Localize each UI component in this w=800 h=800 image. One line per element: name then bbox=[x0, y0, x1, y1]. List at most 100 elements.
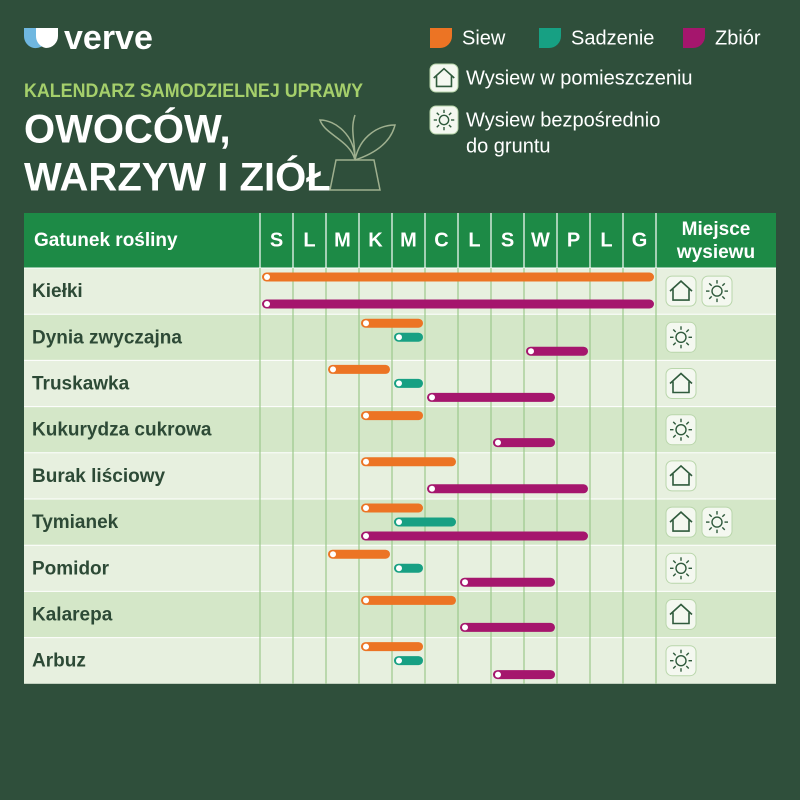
sun-ray bbox=[721, 513, 726, 518]
title-line: OWOCÓW, bbox=[24, 106, 231, 152]
plant-name: Kalarepa bbox=[32, 605, 113, 626]
month-label: S bbox=[270, 229, 283, 251]
bar-start-dot bbox=[396, 519, 402, 525]
sun-ray bbox=[685, 434, 690, 438]
bar-start-dot bbox=[495, 439, 501, 446]
activity-bar bbox=[427, 484, 588, 494]
legend-label: Siew bbox=[462, 27, 506, 49]
bar-start-dot bbox=[363, 643, 369, 650]
sun-ray bbox=[685, 665, 690, 669]
activity-bar bbox=[394, 563, 423, 573]
month-label: L bbox=[468, 229, 480, 251]
house bbox=[669, 280, 693, 301]
bar-start-dot bbox=[363, 320, 369, 327]
logo: verve bbox=[64, 19, 153, 57]
bar-start-dot bbox=[429, 394, 435, 401]
bar-start-dot bbox=[330, 366, 336, 373]
header-cell: wysiewu bbox=[676, 242, 755, 263]
activity-bar bbox=[361, 411, 423, 421]
bar-start-dot bbox=[462, 579, 468, 586]
indoor-icon bbox=[429, 63, 459, 93]
sun-ray bbox=[721, 295, 726, 300]
plant-name: Tymianek bbox=[32, 512, 119, 533]
sun-ray bbox=[672, 560, 677, 564]
sun-ray bbox=[708, 295, 713, 300]
sun-ray bbox=[685, 652, 690, 656]
indoor-icon bbox=[665, 275, 697, 307]
activity-bar bbox=[394, 517, 456, 527]
calendar-table: Gatunek rośliny S L M K M C L S W P L G Miejscewysiew… bbox=[24, 213, 776, 684]
month-label: L bbox=[303, 229, 315, 251]
legend-swatch bbox=[539, 28, 561, 48]
legend-swatch bbox=[683, 28, 705, 48]
title-line: WARZYW I ZIÓŁ bbox=[24, 154, 331, 200]
activity-bar bbox=[361, 531, 588, 541]
bar-start-dot bbox=[396, 565, 402, 572]
activity-bar bbox=[328, 549, 390, 559]
legend-label: Zbiór bbox=[715, 27, 761, 49]
legend: Siew Sadzenie Zbiór Wysiew w pomieszczeniu W… bbox=[429, 27, 761, 157]
indoor-icon bbox=[665, 599, 697, 630]
bar-start-dot bbox=[528, 348, 534, 355]
direct-icon bbox=[665, 645, 697, 677]
direct-icon bbox=[429, 105, 459, 135]
activity-bar bbox=[328, 364, 390, 374]
activity-bar bbox=[262, 299, 654, 309]
plant-name: Burak liściowy bbox=[32, 466, 165, 487]
indoor-icon bbox=[665, 368, 697, 399]
month-label: M bbox=[334, 229, 351, 251]
sun-ray bbox=[672, 665, 677, 669]
month-label: C bbox=[434, 229, 448, 251]
bar-start-dot bbox=[330, 551, 336, 558]
indoor-icon bbox=[665, 506, 697, 538]
sun-ray bbox=[721, 526, 726, 531]
legend-label: Sadzenie bbox=[571, 27, 654, 49]
direct-icon bbox=[665, 321, 697, 353]
activity-bar bbox=[394, 332, 423, 342]
sun bbox=[711, 285, 723, 297]
month-label: M bbox=[400, 229, 417, 251]
bar-start-dot bbox=[363, 412, 369, 419]
sun-ray bbox=[685, 342, 690, 346]
sun-ray bbox=[685, 573, 690, 577]
activity-bar bbox=[361, 642, 423, 652]
sun-ray bbox=[672, 434, 677, 438]
activity-bar bbox=[361, 457, 456, 467]
sun-ray bbox=[436, 124, 440, 128]
sun-ray bbox=[672, 421, 677, 425]
sun-ray bbox=[672, 652, 677, 656]
activity-bar bbox=[493, 438, 555, 448]
house bbox=[433, 67, 455, 88]
subtitle: KALENDARZ SAMODZIELNEJ UPRAWY bbox=[24, 80, 363, 102]
bar-start-dot bbox=[429, 485, 435, 492]
legend-label: Wysiew w pomieszczeniu bbox=[466, 67, 693, 89]
month-label: L bbox=[600, 229, 612, 251]
plant-name: Dynia zwyczajna bbox=[32, 327, 182, 348]
sun-ray bbox=[448, 112, 452, 116]
activity-bar bbox=[460, 622, 555, 632]
bar-start-dot bbox=[363, 533, 369, 539]
month-label: W bbox=[531, 229, 550, 251]
bar-start-dot bbox=[495, 671, 501, 678]
sun bbox=[675, 655, 687, 667]
bar-start-dot bbox=[363, 505, 369, 511]
sun-ray bbox=[708, 526, 713, 531]
bar-start-dot bbox=[396, 380, 402, 387]
bar-start-dot bbox=[462, 624, 468, 631]
direct-icon bbox=[701, 506, 733, 538]
sun-ray bbox=[685, 329, 690, 333]
legend-label: Wysiew bezpośrednio bbox=[466, 109, 660, 131]
bar-start-dot bbox=[396, 657, 402, 664]
sun bbox=[438, 114, 450, 126]
activity-bar bbox=[262, 272, 654, 282]
indoor-icon bbox=[665, 460, 697, 492]
plant-name: Arbuz bbox=[32, 651, 86, 672]
sun bbox=[711, 516, 723, 528]
activity-bar bbox=[361, 595, 456, 605]
direct-icon bbox=[665, 552, 697, 584]
plant-name: Kiełki bbox=[32, 281, 83, 302]
legend-label: do gruntu bbox=[466, 135, 551, 157]
month-label: K bbox=[368, 229, 383, 251]
sun-ray bbox=[672, 342, 677, 346]
